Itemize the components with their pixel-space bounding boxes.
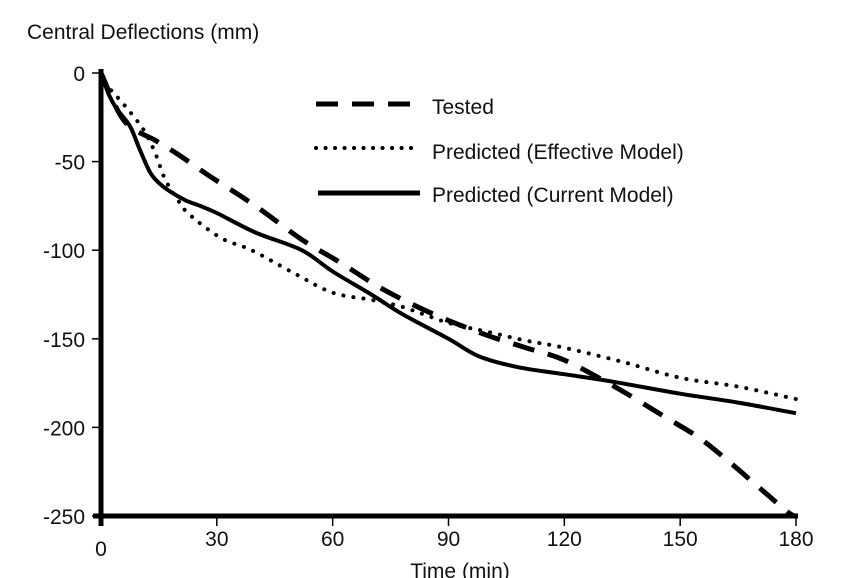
axes bbox=[93, 69, 798, 520]
y-tick-label: -150 bbox=[43, 329, 85, 352]
y-tick-label: -100 bbox=[43, 240, 85, 263]
x-tick-label: 0 bbox=[95, 538, 107, 561]
series-line-predicted-effective-model bbox=[99, 71, 798, 401]
ticks: 0 -50 -100 -150 -200 -250 0 30 60 90 120 150 180 bbox=[43, 63, 814, 561]
y-tick-label: -200 bbox=[43, 417, 85, 440]
y-tick-label: -250 bbox=[43, 506, 85, 529]
y-axis-title: Central Deflections (mm) bbox=[27, 21, 259, 44]
legend-label-effective: Predicted (Effective Model) bbox=[432, 141, 684, 164]
legend-label-current: Predicted (Current Model) bbox=[432, 184, 674, 207]
series-line-predicted-current-model bbox=[99, 72, 797, 416]
y-tick-label: -50 bbox=[55, 152, 85, 175]
legend: Tested Predicted (Effective Model) Predi… bbox=[314, 96, 684, 207]
x-tick-label: 120 bbox=[547, 528, 582, 551]
y-tick-label: 0 bbox=[73, 63, 85, 86]
series-line-tested bbox=[98, 71, 798, 519]
x-tick-label: 30 bbox=[205, 528, 228, 551]
legend-label-tested: Tested bbox=[432, 96, 494, 119]
x-tick-label: 180 bbox=[778, 528, 813, 551]
series-group bbox=[98, 71, 798, 519]
x-tick-label: 90 bbox=[437, 528, 460, 551]
x-tick-label: 150 bbox=[663, 528, 698, 551]
x-axis-title: Time (min) bbox=[410, 560, 510, 578]
x-tick-label: 60 bbox=[321, 528, 344, 551]
